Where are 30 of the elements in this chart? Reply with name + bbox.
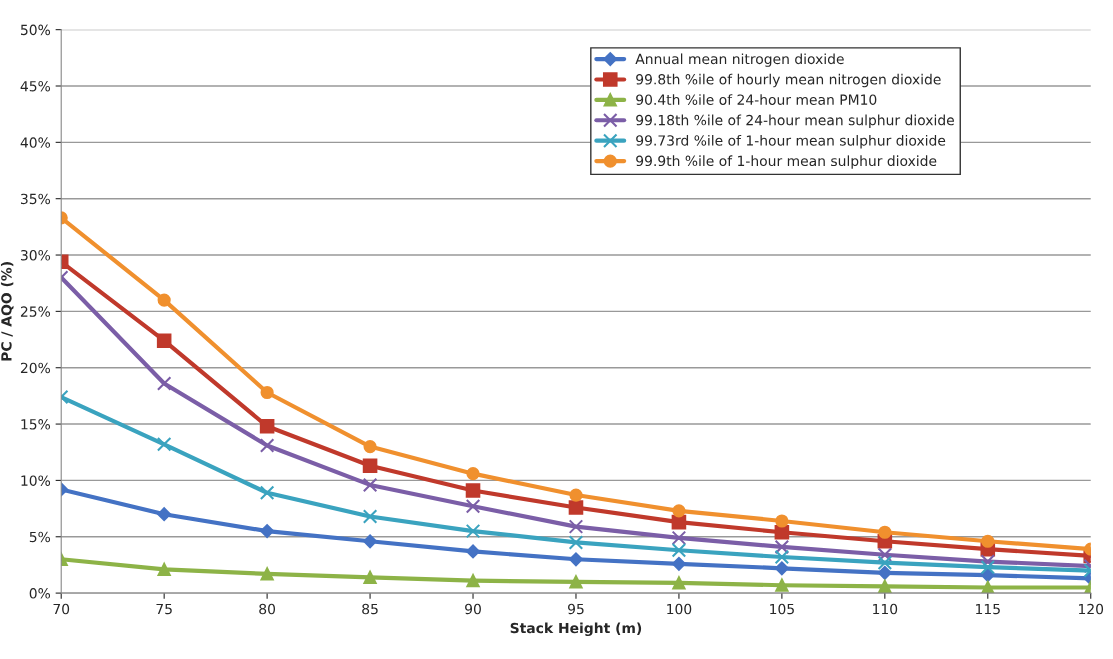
legend-label: 99.73rd %ile of 1-hour mean sulphur dioxide bbox=[636, 134, 946, 149]
legend-label: 99.9th %ile of 1-hour mean sulphur dioxide bbox=[636, 155, 937, 169]
x-axis-title: Stack Height (m) bbox=[510, 622, 642, 637]
y-tick-label: 0% bbox=[29, 588, 51, 599]
legend-label: 90.4th %ile of 24-hour mean PM10 bbox=[636, 94, 877, 105]
x-tick-label: 105 bbox=[770, 603, 794, 615]
x-tick-label: 120 bbox=[1079, 603, 1104, 615]
y-tick-label: 5% bbox=[29, 531, 51, 543]
legend-label: Annual mean nitrogen dioxide bbox=[635, 53, 844, 67]
x-tick-label: 90 bbox=[465, 603, 481, 615]
x-tick-label: 100 bbox=[667, 603, 692, 615]
x-tick-label: 115 bbox=[976, 603, 1000, 615]
x-tick-label: 95 bbox=[568, 603, 584, 615]
legend-label: 99.8th %ile of hourly mean nitrogen dioxide bbox=[636, 73, 941, 88]
y-tick-label: 10% bbox=[21, 475, 51, 486]
y-tick-label: 30% bbox=[20, 250, 51, 261]
y-tick-label: 25% bbox=[20, 306, 51, 317]
y-tick-label: 45% bbox=[20, 80, 51, 92]
x-tick-label: 85 bbox=[362, 603, 378, 615]
y-tick-label: 15% bbox=[21, 419, 51, 430]
y-tick-label: 35% bbox=[20, 193, 51, 205]
x-tick-label: 80 bbox=[259, 603, 276, 615]
legend-label: 99.18th %ile of 24-hour mean sulphur dioxide bbox=[636, 114, 954, 129]
y-tick-label: 50% bbox=[21, 24, 51, 36]
y-tick-label: 20% bbox=[20, 362, 51, 374]
x-tick-label: 75 bbox=[156, 603, 172, 615]
y-axis-title: PC / AQO (%) bbox=[0, 262, 14, 361]
x-tick-label: 70 bbox=[53, 603, 70, 615]
x-tick-label: 110 bbox=[873, 603, 898, 615]
y-tick-label: 40% bbox=[20, 137, 51, 148]
